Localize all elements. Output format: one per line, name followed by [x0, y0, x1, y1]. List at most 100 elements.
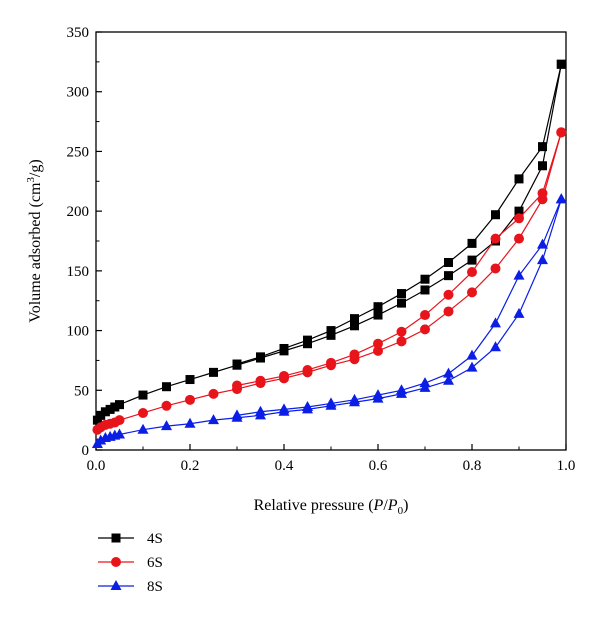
legend: 4S 6S 8S: [98, 531, 163, 595]
data-point: [373, 302, 383, 312]
series-layer: [91, 59, 567, 449]
data-point: [490, 263, 501, 274]
data-point: [420, 324, 430, 335]
x-tick-label: 0.8: [463, 458, 482, 474]
data-point: [162, 382, 171, 392]
data-point: [373, 345, 383, 356]
series-6s: [92, 127, 567, 435]
data-point: [326, 326, 336, 336]
data-point: [555, 193, 567, 204]
data-point: [443, 374, 454, 385]
data-point: [467, 238, 477, 248]
data-point: [114, 428, 125, 439]
data-point: [538, 142, 547, 152]
data-point: [325, 397, 337, 408]
y-tick-label: 350: [67, 25, 90, 41]
data-point: [397, 298, 406, 308]
data-point: [184, 417, 196, 428]
data-point: [490, 317, 501, 328]
y-tick-label: 200: [67, 204, 90, 220]
data-point: [537, 254, 548, 265]
data-point: [114, 415, 125, 426]
legend-marker: [111, 557, 121, 567]
data-point: [373, 310, 383, 320]
data-point: [420, 310, 430, 321]
y-tick-label: 0: [82, 443, 90, 459]
data-point: [467, 255, 477, 265]
data-point: [514, 174, 524, 184]
y-tick-label: 100: [67, 324, 90, 340]
data-point: [396, 384, 407, 395]
data-point: [255, 375, 266, 386]
data-point: [137, 423, 149, 434]
data-point: [105, 404, 115, 414]
legend-label: 6S: [147, 555, 163, 571]
axis-ticks: 0.0 0.2 0.4 0.6 0.8 1.0 0 50 100 150 200 250 300 350: [67, 25, 576, 474]
data-point: [443, 289, 454, 300]
series-4s: [92, 59, 566, 425]
data-point: [444, 257, 453, 267]
data-point: [443, 367, 454, 378]
legend-label: 4S: [147, 531, 163, 547]
data-point: [326, 357, 336, 368]
x-tick-label: 0.6: [369, 458, 388, 474]
data-point: [138, 390, 148, 400]
y-tick-label: 300: [67, 85, 90, 101]
data-point: [255, 405, 266, 416]
data-point: [349, 349, 360, 360]
data-point: [96, 410, 106, 420]
data-point: [556, 127, 567, 138]
data-point: [397, 289, 406, 299]
data-point: [467, 287, 477, 298]
data-point: [302, 364, 313, 375]
data-point: [110, 402, 120, 412]
data-point: [208, 388, 219, 399]
data-point: [115, 400, 124, 410]
x-tick-label: 0.2: [181, 458, 200, 474]
y-axis-label: Volume adsorbed (cm3/g): [25, 159, 44, 322]
x-tick-label: 0.4: [275, 458, 294, 474]
data-point: [514, 206, 524, 216]
data-point: [537, 188, 548, 199]
data-point: [514, 233, 524, 244]
x-tick-label: 1.0: [557, 458, 576, 474]
data-point: [420, 285, 430, 295]
data-point: [444, 271, 453, 281]
data-point: [419, 377, 431, 388]
data-point: [466, 361, 478, 372]
y-tick-label: 250: [67, 144, 90, 160]
x-tick-label: 0.0: [87, 458, 106, 474]
data-point: [100, 407, 110, 417]
legend-item-8s: 8S: [98, 579, 163, 595]
data-point: [513, 269, 525, 280]
data-point: [466, 349, 478, 360]
legend-marker: [111, 533, 121, 543]
data-point: [92, 415, 102, 425]
data-point: [138, 407, 148, 418]
data-point: [420, 274, 430, 284]
data-point: [350, 314, 359, 324]
data-point: [161, 400, 172, 411]
data-point: [373, 338, 383, 349]
data-point: [209, 367, 218, 377]
data-point: [349, 393, 360, 404]
data-point: [538, 161, 547, 171]
data-point: [396, 336, 407, 347]
plot-frame: [95, 31, 567, 451]
legend-label: 8S: [147, 579, 163, 595]
data-point: [372, 389, 384, 400]
data-point: [161, 420, 172, 431]
data-point: [556, 59, 566, 69]
data-point: [208, 414, 219, 425]
y-tick-label: 50: [74, 383, 89, 399]
data-point: [490, 341, 501, 352]
legend-marker: [110, 580, 122, 590]
data-point: [396, 326, 407, 337]
data-point: [326, 330, 336, 340]
y-tick-label: 150: [67, 264, 90, 280]
data-point: [491, 210, 500, 220]
data-point: [490, 233, 501, 244]
data-point: [303, 335, 312, 345]
data-point: [279, 370, 289, 381]
data-point: [279, 343, 289, 353]
